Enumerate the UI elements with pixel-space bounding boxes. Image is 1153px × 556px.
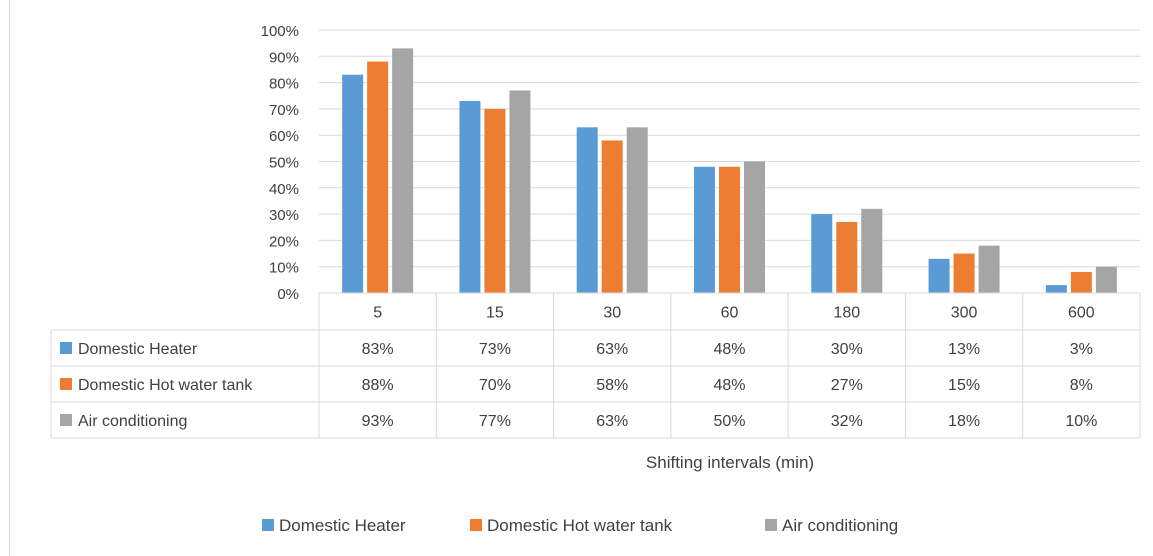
y-tick-label: 50% — [269, 155, 299, 172]
table-series-name: Domestic Heater — [78, 341, 198, 358]
legend-swatch — [470, 519, 482, 531]
left-border-line — [9, 0, 10, 556]
x-category-label: 300 — [951, 305, 978, 322]
bar — [459, 101, 481, 293]
table-cell-value: 8% — [1070, 377, 1093, 394]
bar — [836, 221, 858, 293]
table-series-name: Air conditioning — [78, 413, 187, 430]
x-category-label: 30 — [603, 305, 621, 322]
x-category-label: 15 — [486, 305, 504, 322]
y-tick-label: 60% — [269, 128, 299, 145]
table-series-swatch — [60, 342, 72, 354]
bar — [928, 258, 950, 293]
bar — [694, 166, 715, 293]
table-cell-value: 3% — [1070, 341, 1093, 358]
bar — [509, 90, 531, 294]
legend-swatch — [262, 519, 274, 531]
table-cell-value: 63% — [596, 341, 628, 358]
table-cell-value: 93% — [362, 413, 394, 430]
bars — [342, 48, 1117, 294]
table-cell-value: 50% — [713, 413, 745, 430]
bar — [576, 127, 598, 293]
y-tick-label: 70% — [269, 102, 299, 119]
table-series-swatch — [60, 378, 72, 390]
bar — [861, 208, 883, 293]
legend-label: Air conditioning — [782, 516, 898, 535]
table-cell-value: 13% — [948, 341, 980, 358]
table-cell-value: 77% — [479, 413, 511, 430]
table-series-swatch — [60, 414, 72, 426]
bar — [484, 108, 506, 294]
bar — [601, 140, 623, 293]
legend-swatch — [765, 519, 777, 531]
bar — [392, 48, 414, 293]
table-series-name: Domestic Hot water tank — [78, 377, 253, 394]
bar — [953, 253, 975, 293]
table-cell-value: 70% — [479, 377, 511, 394]
bar — [367, 61, 389, 294]
table-cell-value: 27% — [831, 377, 863, 394]
table-cell-value: 32% — [831, 413, 863, 430]
legend-label: Domestic Hot water tank — [487, 516, 673, 535]
y-tick-label: 90% — [269, 49, 299, 66]
bar — [342, 74, 364, 294]
y-tick-label: 10% — [269, 260, 299, 277]
x-category-label: 60 — [721, 305, 739, 322]
y-axis-tick-labels: 0% 10% 20% 30% 40% 50% 60% 70% 80% 90% 100% — [261, 23, 299, 303]
y-tick-label: 30% — [269, 207, 299, 224]
y-tick-label: 0% — [277, 286, 299, 303]
x-axis-title: Shifting intervals (min) — [646, 453, 814, 472]
y-tick-label: 100% — [261, 23, 299, 40]
table-cell-value: 48% — [713, 377, 745, 394]
legend: Domestic Heater Domestic Hot water tank Ai… — [262, 516, 898, 535]
table-cell-value: 48% — [713, 341, 745, 358]
bar — [978, 245, 1000, 293]
table-cell-value: 58% — [596, 377, 628, 394]
y-tick-label: 20% — [269, 233, 299, 250]
bar — [1095, 266, 1117, 293]
table-cell-value: 73% — [479, 341, 511, 358]
bar — [626, 127, 648, 293]
table-cell-value: 88% — [362, 377, 394, 394]
table-cell-value: 18% — [948, 413, 980, 430]
bar — [744, 161, 765, 293]
table-cell-value: 63% — [596, 413, 628, 430]
bar — [811, 214, 833, 293]
y-tick-label: 40% — [269, 181, 299, 198]
bar — [1045, 285, 1067, 293]
y-tick-label: 80% — [269, 76, 299, 93]
table-cell-value: 15% — [948, 377, 980, 394]
table-cell-value: 30% — [831, 341, 863, 358]
x-category-label: 180 — [833, 305, 860, 322]
bar — [719, 166, 740, 293]
data-table: 5 15 30 60 180 300 600 Domestic Heater 83% 73% 63%… — [50, 292, 1141, 439]
bar — [1070, 271, 1092, 293]
legend-label: Domestic Heater — [279, 516, 406, 535]
table-cell-value: 10% — [1065, 413, 1097, 430]
table-cell-value: 83% — [362, 341, 394, 358]
x-category-label: 600 — [1068, 305, 1095, 322]
x-category-label: 5 — [373, 305, 382, 322]
